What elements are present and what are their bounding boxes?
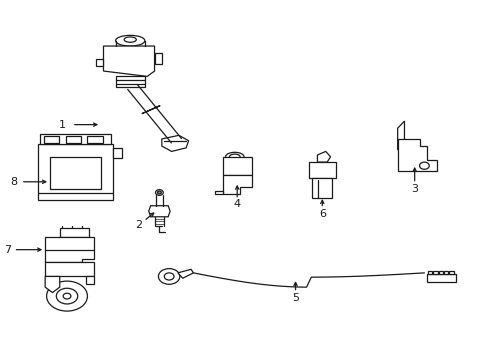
- Bar: [60, 228, 89, 237]
- Circle shape: [164, 273, 174, 280]
- Polygon shape: [178, 269, 193, 278]
- Ellipse shape: [157, 191, 161, 194]
- Ellipse shape: [225, 152, 244, 161]
- Bar: [40, 134, 111, 144]
- Bar: [443, 271, 447, 274]
- Bar: [427, 271, 431, 274]
- Ellipse shape: [229, 154, 240, 159]
- Ellipse shape: [124, 37, 136, 42]
- Text: 8: 8: [10, 177, 17, 187]
- Polygon shape: [148, 206, 170, 217]
- Bar: [308, 162, 335, 178]
- Polygon shape: [45, 237, 94, 262]
- Polygon shape: [222, 175, 251, 194]
- Circle shape: [63, 293, 71, 299]
- Polygon shape: [215, 191, 222, 194]
- Text: 5: 5: [291, 293, 299, 303]
- Bar: [65, 136, 81, 143]
- Circle shape: [158, 269, 180, 284]
- Polygon shape: [142, 105, 160, 114]
- Polygon shape: [103, 46, 154, 76]
- Bar: [50, 157, 101, 189]
- Polygon shape: [397, 139, 436, 171]
- Text: 4: 4: [233, 199, 240, 209]
- Ellipse shape: [116, 35, 144, 46]
- Polygon shape: [116, 76, 144, 87]
- Bar: [87, 136, 103, 143]
- Bar: [438, 271, 442, 274]
- Bar: [432, 271, 437, 274]
- Ellipse shape: [155, 190, 163, 195]
- Polygon shape: [86, 276, 94, 284]
- Circle shape: [46, 281, 87, 311]
- Polygon shape: [45, 276, 60, 293]
- Text: 1: 1: [59, 120, 65, 130]
- Circle shape: [419, 162, 428, 169]
- Text: 2: 2: [135, 220, 142, 230]
- Circle shape: [56, 288, 78, 304]
- Bar: [43, 136, 59, 143]
- Polygon shape: [154, 53, 162, 64]
- Text: 7: 7: [3, 245, 11, 255]
- Bar: [222, 157, 251, 175]
- Text: 6: 6: [318, 209, 325, 219]
- Bar: [45, 262, 94, 276]
- Polygon shape: [397, 121, 404, 150]
- Bar: [311, 178, 331, 198]
- Bar: [426, 274, 455, 282]
- Bar: [448, 271, 453, 274]
- Bar: [113, 148, 122, 158]
- Bar: [38, 144, 113, 200]
- Text: 3: 3: [410, 184, 417, 194]
- Polygon shape: [96, 59, 103, 66]
- Polygon shape: [162, 135, 188, 152]
- Polygon shape: [317, 152, 330, 162]
